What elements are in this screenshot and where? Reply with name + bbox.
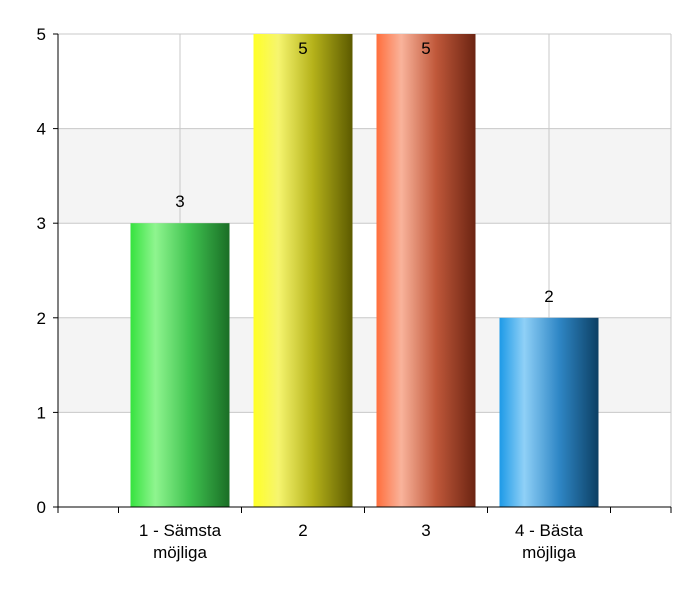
bar-3 [376,34,476,507]
x-category-label-line: möjliga [153,543,207,562]
x-category-label-1: 1 - Sämsta möjliga [139,521,222,562]
bar-1 [130,223,230,507]
y-tick-label: 2 [37,309,46,328]
y-tick-label: 3 [37,214,46,233]
bar-2 [253,34,353,507]
y-tick-label: 5 [37,25,46,44]
x-category-label-3: 3 [421,521,430,540]
x-category-label-line: 2 [298,521,307,540]
x-category-label-line: 4 - Bästa [515,521,584,540]
x-category-label-line: möjliga [522,543,576,562]
y-tick-label: 4 [37,120,46,139]
x-category-label-line: 3 [421,521,430,540]
x-category-label-4: 4 - Bästa möjliga [515,521,584,562]
axes [53,33,672,513]
bar-4 [499,317,599,507]
bars [130,34,599,507]
grid-band [58,128,671,224]
x-category-label-line: 1 - Sämsta [139,521,222,540]
x-category-label-2: 2 [298,521,307,540]
labels: 3 5 5 2 0 1 2 3 4 5 1 - Sämsta möjliga 2 3 4 - Bästa mö… [37,25,584,562]
data-label-1: 3 [175,192,184,211]
data-label-4: 2 [544,287,553,306]
y-tick-label: 1 [37,403,46,422]
data-label-2: 5 [298,39,307,58]
y-tick-label: 0 [37,498,46,517]
data-label-3: 5 [421,39,430,58]
